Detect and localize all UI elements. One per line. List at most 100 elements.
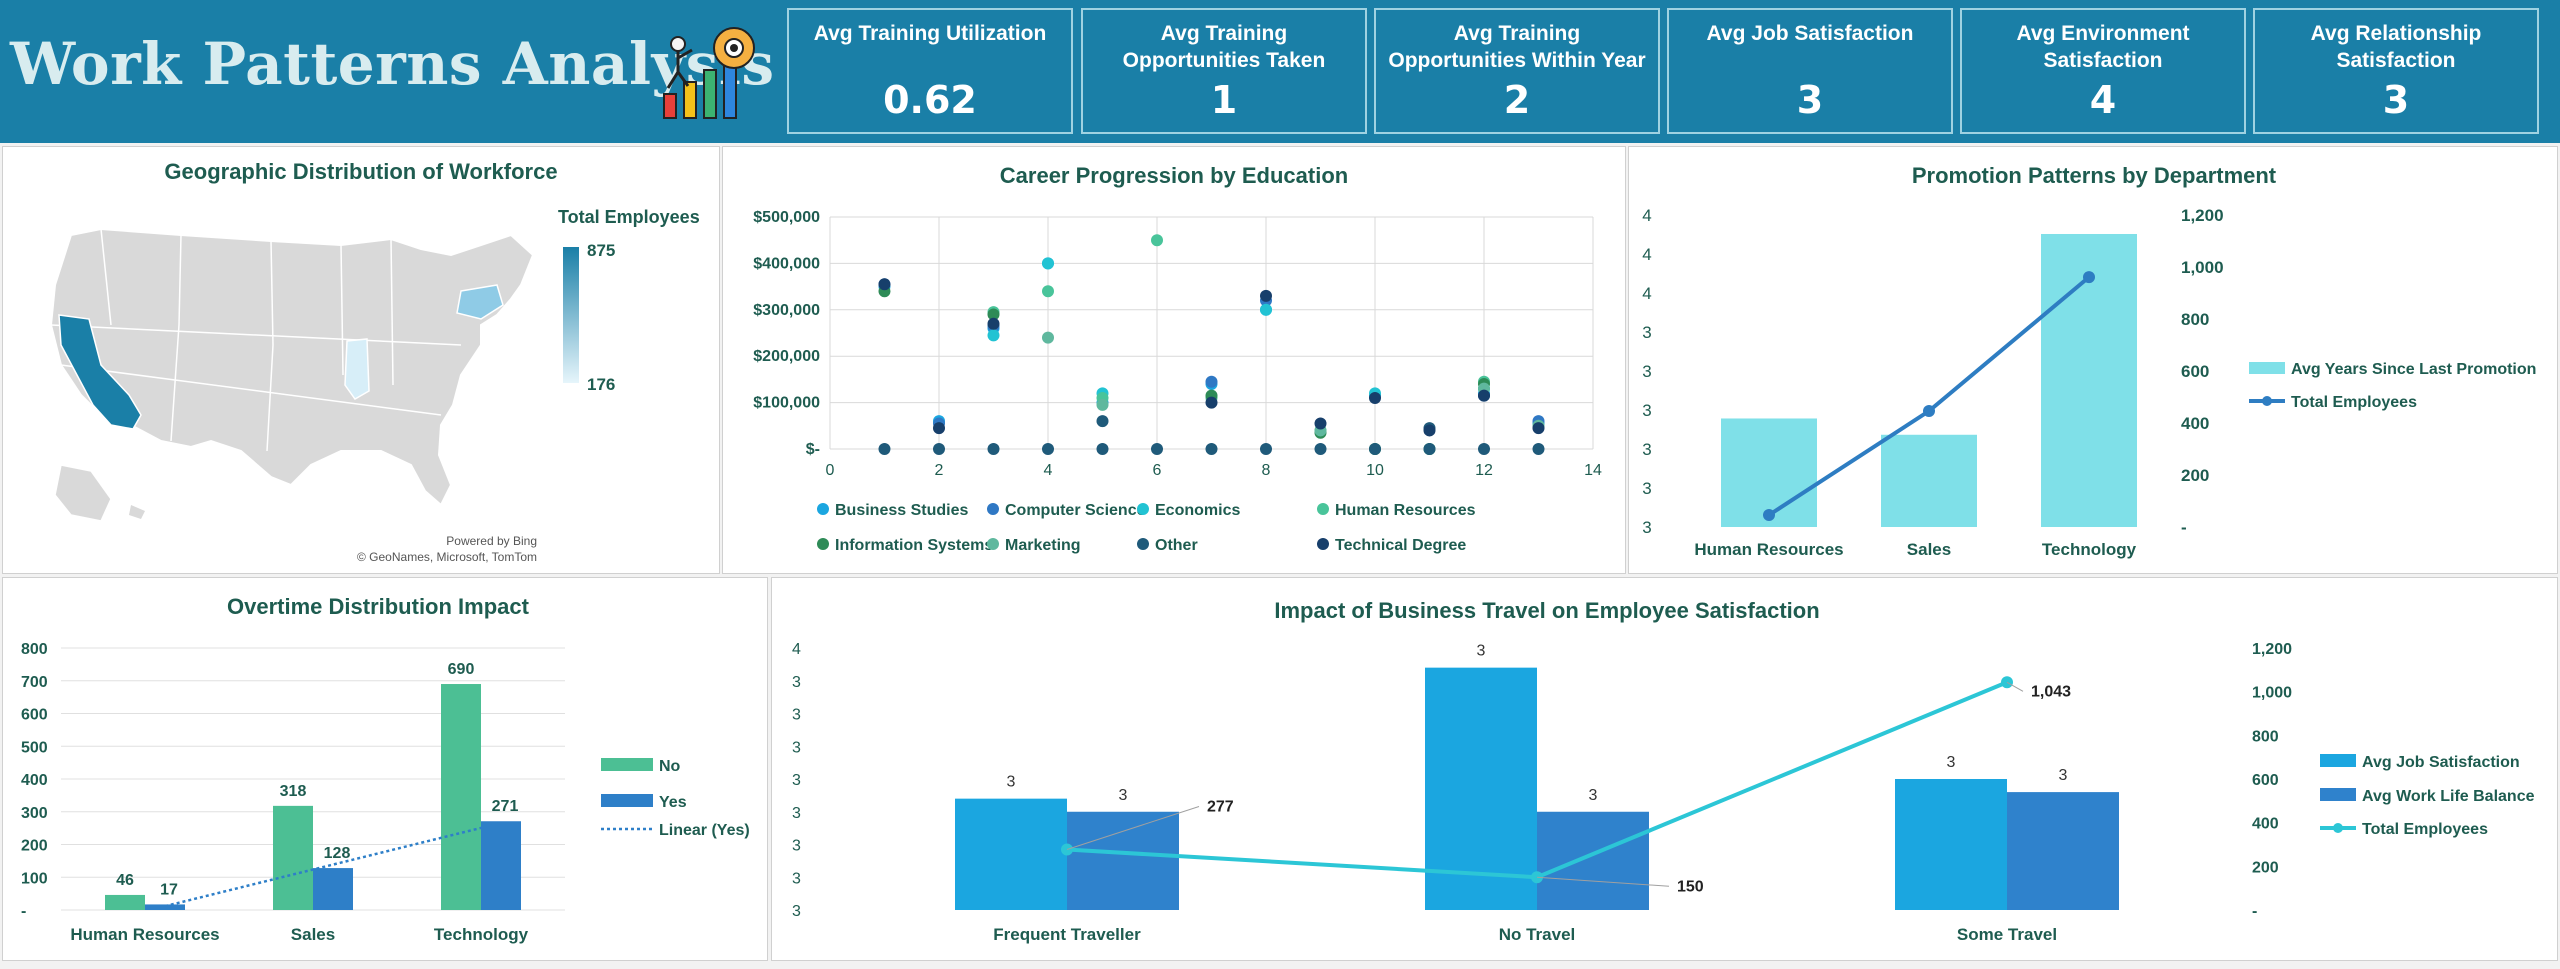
- promo-legend-marker-bars: [2249, 362, 2285, 374]
- overtime-y-tick: 100: [21, 870, 48, 887]
- overtime-category-label: Sales: [291, 925, 335, 944]
- travel-data-label: 3: [1477, 643, 1486, 660]
- scatter-point: [1042, 443, 1054, 455]
- travel-line-point: [2001, 676, 2013, 689]
- travel-bar: [1067, 811, 1179, 910]
- scatter-point: [1042, 331, 1054, 344]
- overtime-bar: [105, 894, 145, 910]
- overtime-data-label: 17: [160, 881, 178, 898]
- promo-legend-label: Total Employees: [2291, 394, 2417, 411]
- kpi-environment-satisfaction: Avg Environment Satisfaction 4: [1960, 8, 2246, 134]
- travel-legend-label: Avg Job Satisfaction: [2362, 754, 2520, 771]
- promo-y-left-tick: 3: [1642, 440, 1651, 459]
- scatter-point: [1369, 443, 1381, 455]
- scatter-legend-label: Human Resources: [1335, 502, 1476, 519]
- overtime-legend-label: Yes: [659, 794, 687, 811]
- map-title: Geographic Distribution of Workforce: [164, 159, 558, 184]
- scatter-point: [1314, 443, 1327, 455]
- travel-leader-line: [2006, 681, 2024, 692]
- map-legend-title: Total Employees: [558, 207, 700, 227]
- overtime-y-tick: 200: [21, 838, 48, 855]
- overtime-bar: [273, 805, 313, 910]
- travel-legend-marker: [2320, 754, 2356, 767]
- scatter-legend-label: Economics: [1155, 502, 1240, 519]
- scatter-point: [1532, 422, 1545, 435]
- promo-category-label: Sales: [1907, 540, 1951, 559]
- travel-data-label: 3: [1119, 787, 1128, 804]
- kpi-relationship-satisfaction: Avg Relationship Satisfaction 3: [2253, 8, 2539, 134]
- travel-y-right-tick: 1,000: [2252, 685, 2292, 702]
- scatter-y-tick-label: $100,000: [753, 395, 820, 412]
- scatter-legend-marker: [817, 503, 829, 515]
- promo-category-label: Human Resources: [1694, 540, 1843, 559]
- travel-legend-line-dot: [2333, 823, 2343, 833]
- travel-y-left-tick: 3: [792, 903, 801, 920]
- promo-y-right-tick: 200: [2181, 466, 2209, 485]
- map-legend-min: 176: [587, 375, 616, 394]
- travel-category-label: Some Travel: [1957, 925, 2057, 944]
- travel-y-left-tick: 3: [792, 772, 801, 789]
- travel-category-label: Frequent Traveller: [993, 925, 1141, 944]
- overtime-y-tick: 800: [21, 641, 48, 658]
- promo-y-left-tick: 3: [1642, 362, 1651, 381]
- scatter-point: [1532, 443, 1545, 455]
- overtime-chart[interactable]: - 100 200 300 400 500 600 700 800 46 17 Human Resou…: [3, 578, 769, 962]
- travel-y-right-tick: 200: [2252, 859, 2279, 876]
- travel-chart[interactable]: 3 3 3 3 3 3 3 3 4 - 200 400 600 800 1,000 1,200 3 3 Freque…: [772, 578, 2559, 962]
- scatter-legend-marker: [1137, 503, 1149, 515]
- promo-y-left-tick: 4: [1642, 206, 1651, 225]
- travel-y-right-tick: -: [2252, 903, 2257, 920]
- scatter-point: [987, 443, 1000, 455]
- kpi-value: 0.62: [883, 78, 977, 122]
- overtime-y-tick: 400: [21, 772, 48, 789]
- promo-y-right-tick: 1,200: [2181, 206, 2224, 225]
- travel-data-label: 150: [1677, 878, 1704, 895]
- travel-bar: [1537, 811, 1649, 910]
- overtime-legend-label: Linear (Yes): [659, 822, 750, 839]
- kpi-training-opportunities-within-year: Avg Training Opportunities Within Year 2: [1374, 8, 1660, 134]
- promotion-chart[interactable]: 3 3 3 3 3 3 4 4 4 - 200 400 600 800 1,000 1,200 Human Re…: [1629, 147, 2559, 575]
- overtime-bar: [441, 684, 481, 910]
- scatter-x-tick-label: 10: [1366, 462, 1384, 479]
- promo-y-right-tick: 800: [2181, 310, 2209, 329]
- map-attribution: Powered by Bing © GeoNames, Microsoft, T…: [303, 533, 537, 565]
- scatter-x-tick-label: 2: [935, 462, 944, 479]
- scatter-legend-marker: [1317, 538, 1329, 550]
- travel-data-label: 277: [1207, 799, 1234, 816]
- state-california: [58, 314, 142, 430]
- travel-category-label: No Travel: [1499, 925, 1576, 944]
- overtime-title: Overtime Distribution Impact: [227, 594, 529, 619]
- scatter-point: [987, 308, 1000, 321]
- scatter-point: [1423, 443, 1436, 455]
- travel-y-right-tick: 800: [2252, 728, 2279, 745]
- scatter-point: [1205, 443, 1218, 455]
- promotion-title: Promotion Patterns by Department: [1911, 163, 2277, 188]
- promo-y-right-tick: 600: [2181, 362, 2209, 381]
- travel-y-right-tick: 400: [2252, 816, 2279, 833]
- promo-y-right-tick: 400: [2181, 414, 2209, 433]
- travel-y-left-tick: 3: [792, 707, 801, 724]
- travel-y-left-tick: 3: [792, 838, 801, 855]
- promo-y-right-tick: 1,000: [2181, 258, 2224, 277]
- overtime-legend-marker: [601, 794, 653, 807]
- overtime-y-tick: 300: [21, 805, 48, 822]
- kpi-label: Avg Training Opportunities Taken: [1122, 22, 1326, 72]
- promo-bar: [1881, 434, 1977, 527]
- scatter-point: [1369, 391, 1381, 404]
- travel-leader-line: [1066, 806, 1200, 850]
- scatter-point: [1151, 443, 1163, 455]
- us-map[interactable]: [41, 215, 541, 535]
- kpi-label: Avg Relationship Satisfaction: [2310, 22, 2482, 72]
- kpi-job-satisfaction: Avg Job Satisfaction 3: [1667, 8, 1953, 134]
- dashboard-title: Work Patterns Analysis: [10, 30, 775, 98]
- travel-data-label: 3: [1007, 774, 1016, 791]
- geographic-distribution-panel: Geographic Distribution of Workforce Tot…: [2, 146, 720, 574]
- travel-bar: [955, 798, 1067, 910]
- overtime-data-label: 690: [448, 661, 475, 678]
- kpi-value: 2: [1503, 78, 1531, 122]
- overtime-bar: [313, 868, 353, 910]
- travel-y-left-tick: 4: [792, 641, 801, 658]
- scatter-chart[interactable]: $- $100,000 $200,000 $300,000 $400,000 $500,0…: [723, 147, 1627, 575]
- overtime-legend-marker: [601, 758, 653, 771]
- overtime-distribution-panel: Overtime Distribution Impact - 100 200 300 4…: [2, 577, 768, 961]
